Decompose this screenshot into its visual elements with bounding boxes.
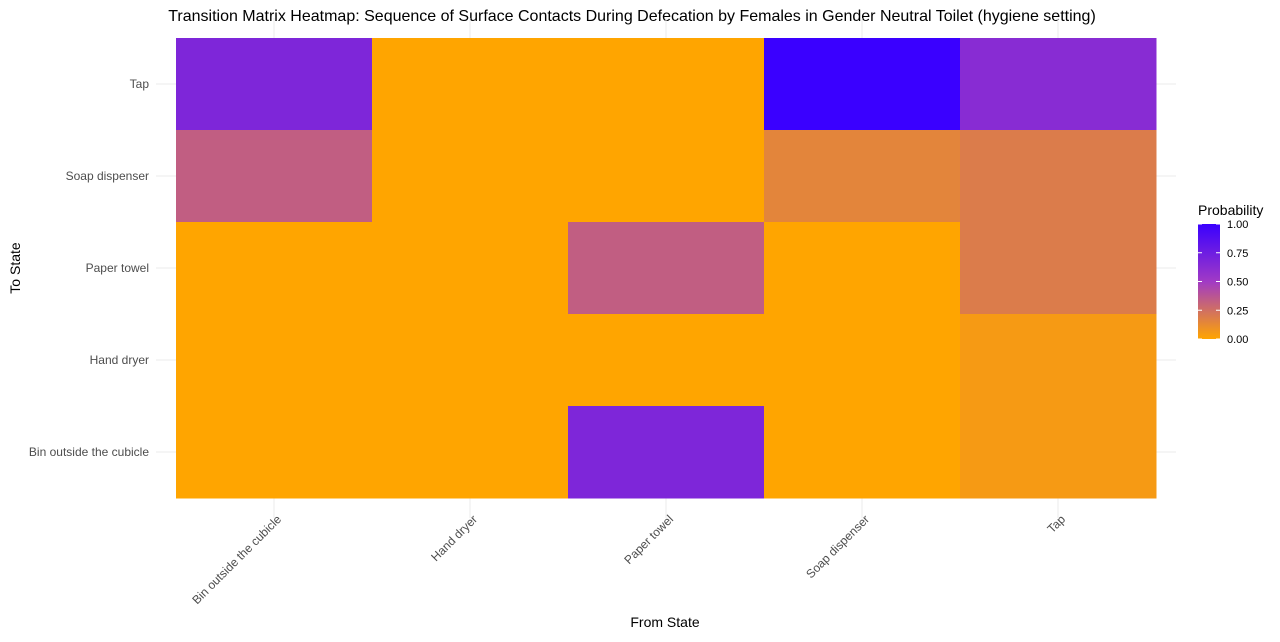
y-tick-label: Hand dryer xyxy=(90,353,149,367)
heatmap-cells xyxy=(176,38,1157,499)
y-axis-ticks: Tap Soap dispenser Paper towel Hand dryer Bi… xyxy=(29,77,149,459)
heatmap-cell xyxy=(764,222,961,315)
legend-title: Probability xyxy=(1198,202,1263,218)
heatmap-cell xyxy=(176,38,373,131)
heatmap-cell xyxy=(372,38,569,131)
heatmap-cell xyxy=(372,130,569,223)
heatmap-cell xyxy=(960,406,1157,499)
heatmap-cell xyxy=(568,314,765,407)
heatmap-cell xyxy=(764,314,961,407)
heatmap-cell xyxy=(176,130,373,223)
x-tick-label: Hand dryer xyxy=(428,512,480,564)
legend-tick-label: 1.00 xyxy=(1227,219,1248,231)
legend-tick-label: 0.75 xyxy=(1227,248,1248,260)
y-tick-label: Soap dispenser xyxy=(66,169,149,183)
legend-tick-label: 0.25 xyxy=(1227,305,1248,317)
legend: Probability 0.00 0.25 0.50 0.75 1.00 xyxy=(1198,202,1263,346)
x-tick-label: Paper towel xyxy=(621,512,676,567)
x-tick-label: Soap dispenser xyxy=(803,512,872,581)
heatmap-cell xyxy=(960,130,1157,223)
legend-tick-label: 0.50 xyxy=(1227,277,1248,289)
heatmap-cell xyxy=(372,222,569,315)
heatmap-cell xyxy=(764,38,961,131)
legend-tick-label: 0.00 xyxy=(1227,334,1248,346)
heatmap-cell xyxy=(764,130,961,223)
heatmap-cell xyxy=(568,222,765,315)
y-tick-label: Tap xyxy=(130,77,150,91)
legend-ticks: 0.00 0.25 0.50 0.75 1.00 xyxy=(1198,219,1248,346)
heatmap-cell xyxy=(960,314,1157,407)
heatmap-cell xyxy=(764,406,961,499)
heatmap-cell xyxy=(960,222,1157,315)
chart-title: Transition Matrix Heatmap: Sequence of S… xyxy=(168,8,1096,25)
heatmap-cell xyxy=(568,38,765,131)
heatmap-cell xyxy=(960,38,1157,131)
heatmap-cell xyxy=(176,406,373,499)
heatmap-cell xyxy=(372,406,569,499)
x-axis-ticks: Bin outside the cubicle Hand dryer Paper t… xyxy=(189,512,1068,607)
legend-colorbar xyxy=(1198,224,1220,339)
heatmap-cell xyxy=(176,222,373,315)
y-tick-label: Paper towel xyxy=(86,261,149,275)
heatmap-cell xyxy=(176,314,373,407)
heatmap-cell xyxy=(372,314,569,407)
x-tick-label: Bin outside the cubicle xyxy=(189,512,284,607)
y-axis-title: To State xyxy=(7,242,23,294)
heatmap-cell xyxy=(568,130,765,223)
y-tick-label: Bin outside the cubicle xyxy=(29,445,149,459)
heatmap-cell xyxy=(568,406,765,499)
x-tick-label: Tap xyxy=(1045,512,1069,536)
x-axis-title: From State xyxy=(630,614,699,630)
